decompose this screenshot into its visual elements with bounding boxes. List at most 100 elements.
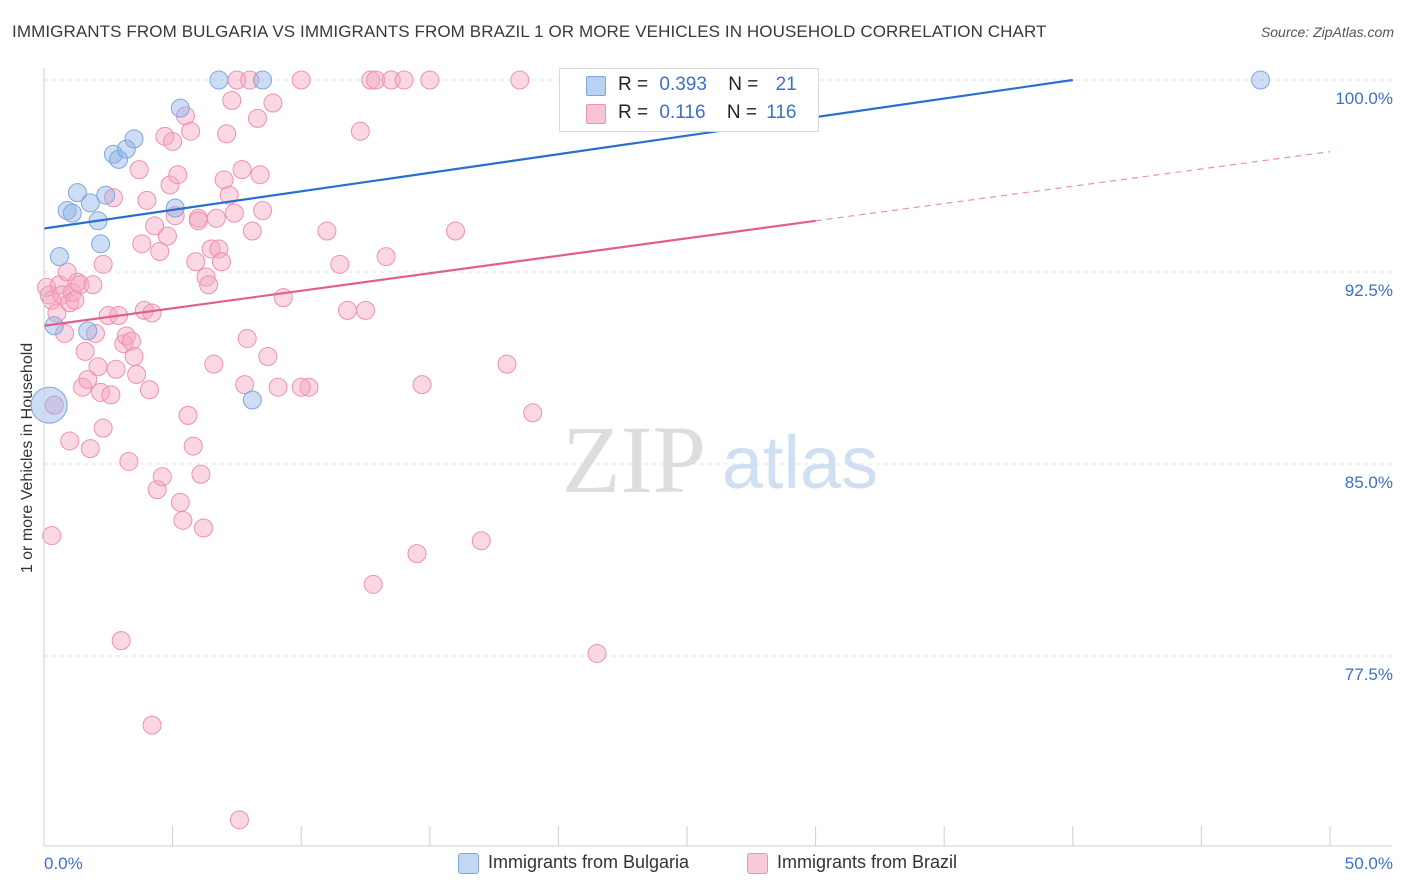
brazil-point: [127, 364, 147, 384]
brazil-point: [93, 254, 113, 274]
brazil-r-value: 0.116: [659, 102, 706, 123]
brazil-point: [186, 252, 206, 272]
bulgaria-point: [78, 321, 98, 341]
bulgaria-point: [30, 386, 68, 424]
brazil-n-value: 116: [766, 102, 797, 123]
brazil-point: [80, 439, 100, 459]
y-tick-label: 100.0%: [1335, 89, 1393, 108]
brazil-point: [178, 405, 198, 425]
bottom-bulgaria-label: Immigrants from Bulgaria: [488, 852, 690, 872]
brazil-point: [247, 108, 267, 128]
brazil-point: [497, 354, 517, 374]
brazil-point: [291, 70, 311, 90]
brazil-point: [407, 544, 427, 564]
brazil-point: [412, 375, 432, 395]
y-tick-label: 85.0%: [1345, 473, 1393, 492]
brazil-point: [75, 341, 95, 361]
brazil-point: [196, 267, 216, 287]
bulgaria-point: [103, 144, 123, 164]
watermark-atlas: atlas: [722, 421, 878, 504]
brazil-point: [188, 211, 208, 231]
brazil-point: [114, 334, 134, 354]
brazil-point: [137, 190, 157, 210]
brazil-r-label: R =: [618, 102, 649, 123]
brazil-point: [170, 492, 190, 512]
bulgaria-trend-line: [43, 78, 1073, 230]
brazil-point: [523, 403, 543, 423]
bulgaria-point: [170, 98, 190, 118]
brazil-point: [356, 300, 375, 320]
bulgaria-n-label: N =: [728, 74, 759, 95]
brazil-point: [366, 70, 386, 90]
bulgaria-point: [209, 70, 229, 90]
brazil-point: [150, 242, 170, 262]
bulgaria-n-value: 21: [775, 74, 797, 95]
brazil-point: [317, 221, 337, 241]
brazil-point: [206, 208, 226, 228]
bulgaria-point: [80, 193, 100, 213]
brazil-point: [217, 124, 237, 144]
brazil-point: [168, 165, 188, 185]
brazil-point: [85, 323, 105, 343]
brazil-point: [219, 185, 239, 205]
brazil-point: [299, 377, 319, 397]
brazil-swatch: [586, 104, 606, 124]
brazil-point: [60, 431, 80, 451]
brazil-n-label: N =: [726, 102, 757, 123]
bulgaria-point: [124, 129, 144, 149]
brazil-point: [173, 510, 193, 530]
bulgaria-point: [57, 201, 77, 221]
brazil-point: [446, 221, 466, 241]
trend-lines: [43, 78, 1331, 327]
y-tick-labels: 100.0% 92.5% 85.0% 77.5%: [1335, 89, 1393, 684]
brazil-point: [121, 331, 141, 351]
brazil-point: [103, 188, 123, 208]
brazil-point: [242, 221, 262, 241]
brazil-point: [214, 170, 234, 190]
brazil-point: [147, 480, 167, 500]
brazil-point: [268, 377, 288, 397]
brazil-point: [62, 282, 82, 302]
bulgaria-r-label: R =: [618, 74, 649, 95]
brazil-point: [291, 377, 311, 397]
axes: [43, 68, 1392, 847]
x-tick-labels: 0.0% 50.0%: [44, 854, 1393, 873]
y-tick-label: 77.5%: [1345, 665, 1393, 684]
brazil-point: [152, 467, 172, 487]
chart-source: Source: ZipAtlas.com: [1260, 24, 1394, 40]
bulgaria-point: [96, 185, 116, 205]
brazil-point: [471, 531, 491, 551]
brazil-point: [232, 160, 252, 180]
brazil-point: [211, 252, 231, 272]
brazil-point: [337, 300, 357, 320]
brazil-point: [258, 346, 278, 366]
brazil-point: [88, 357, 108, 377]
brazil-point: [587, 643, 607, 663]
brazil-point: [111, 631, 131, 651]
brazil-point: [163, 131, 183, 151]
brazil-point: [376, 247, 396, 267]
brazil-point: [235, 375, 255, 395]
brazil-point: [129, 160, 149, 180]
x-tick-label-max: 50.0%: [1345, 854, 1393, 873]
brazil-point: [199, 275, 219, 295]
brazil-point: [160, 175, 180, 195]
bottom-bulgaria-swatch: [458, 853, 479, 874]
brazil-point: [222, 90, 242, 110]
brazil-point: [510, 70, 530, 90]
bottom-brazil-swatch: [747, 853, 768, 874]
brazil-point: [361, 70, 381, 90]
bulgaria-point: [67, 183, 87, 203]
brazil-point: [57, 262, 77, 282]
brazil-point: [42, 526, 62, 546]
brazil-point: [193, 518, 213, 538]
brazil-point: [363, 574, 383, 594]
brazil-point: [83, 275, 103, 295]
brazil-point: [124, 346, 144, 366]
brazil-point: [224, 203, 244, 223]
brazil-point: [191, 464, 211, 484]
brazil-point: [183, 436, 203, 456]
bulgaria-point: [1251, 70, 1271, 90]
brazil-point: [204, 354, 224, 374]
bulgaria-point: [49, 247, 69, 267]
